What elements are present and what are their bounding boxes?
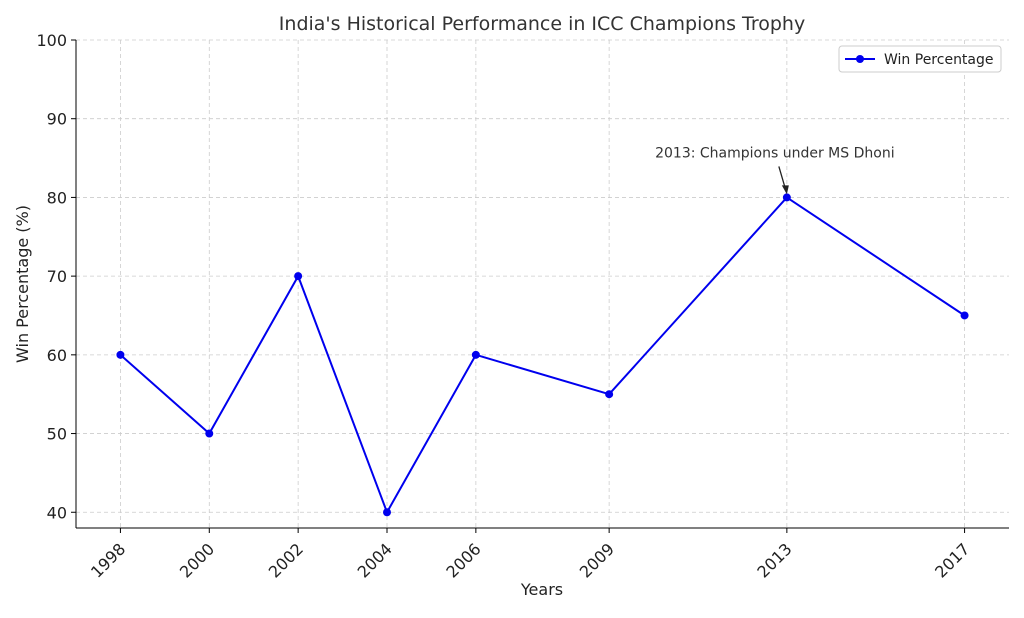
y-tick-label: 50 [47,425,67,444]
legend-label: Win Percentage [884,52,994,68]
x-tick-label: 2000 [176,539,218,581]
y-tick-label: 60 [47,346,67,365]
data-point-1998 [116,350,125,359]
data-point-2013 [782,193,791,202]
legend-box [838,45,1002,73]
chart-title: India's Historical Performance in ICC Ch… [279,13,805,35]
annotation-arrow-head [781,185,789,195]
y-tick-label: 80 [47,188,67,207]
x-tick-label: 2013 [753,539,795,581]
grid [76,39,1009,528]
annotations: 2013: Champions under MS Dhoni [655,145,895,195]
annotation-text: 2013: Champions under MS Dhoni [655,145,894,161]
series [116,193,969,517]
y-tick-label: 90 [47,110,67,129]
data-point-2002 [294,272,303,281]
series-line-0 [119,196,966,514]
x-tick-label: 2017 [931,539,973,581]
y-tick-label: 40 [47,503,67,522]
ticks: 40 50 60 70 80 90 100 1998 2000 2002 2004 2006 2009 2… [36,31,973,582]
x-tick-label: 2002 [265,539,307,581]
x-tick-label: 2006 [442,539,484,581]
data-point-2000 [205,429,214,438]
data-point-2004 [383,508,391,517]
y-axis-title: Win Percentage (%) [13,205,32,363]
axes [75,40,1009,529]
x-tick-label: 2009 [576,539,618,581]
x-tick-label: 2004 [354,539,396,581]
data-point-2009 [605,390,614,399]
x-tick-label: 1998 [87,539,129,581]
data-point-2006 [471,350,480,359]
y-tick-label: 100 [36,31,67,50]
x-axis-title: Years [520,580,563,599]
legend: Win Percentage [838,45,1002,73]
legend-marker-swatch [856,55,864,63]
data-point-2017 [960,311,969,320]
y-tick-label: 70 [47,267,67,286]
